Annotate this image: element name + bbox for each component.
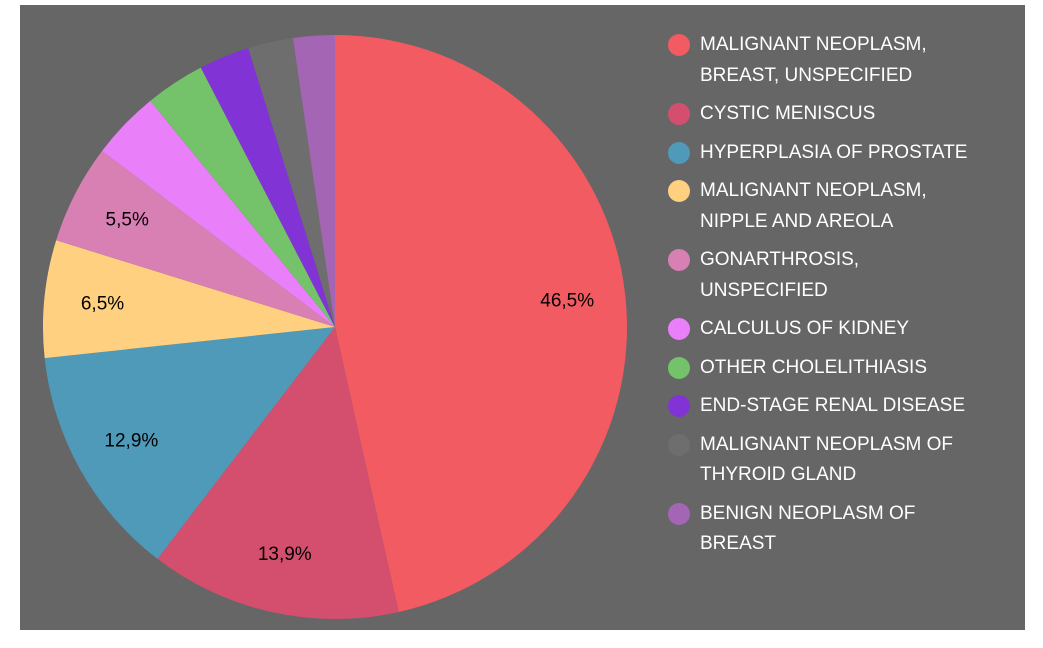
pie-slice [335,35,628,612]
slice-label: 6,5% [81,293,124,314]
legend-item: CALCULUS OF KIDNEY [668,314,998,345]
slice-label: 46,5% [540,290,594,311]
slice-label: 5,5% [106,209,149,230]
pie-slice [200,48,335,327]
legend-swatch [668,395,690,417]
legend-item: GONARTHROSIS, UNSPECIFIED [668,245,998,306]
legend-swatch [668,356,690,379]
legend-swatch [668,502,690,525]
legend-label: GONARTHROSIS, UNSPECIFIED [700,249,860,301]
legend-label: CALCULUS OF KIDNEY [700,318,910,339]
legend-swatch [668,141,690,164]
legend-label: END-STAGE RENAL DISEASE [700,395,966,416]
legend-item: HYPERPLASIA OF PROSTATE [668,138,998,169]
legend-label: OTHER CHOLELITHIASIS [700,356,927,378]
legend-swatch [668,180,690,202]
pie-slice [157,327,399,619]
pie-slice [43,240,336,359]
legend-item: MALIGNANT NEOPLASM OF THYROID GLAND [668,430,998,491]
pie-slice [248,38,335,328]
legend-swatch [668,249,690,271]
pie-slice [292,35,335,327]
legend-label: MALIGNANT NEOPLASM, NIPPLE AND AREOLA [700,180,927,232]
legend: MALIGNANT NEOPLASM, BREAST, UNSPECIFIED C… [668,30,998,568]
slice-label: 13,9% [258,544,312,565]
slice-label: 12,9% [104,430,158,451]
legend-item: OTHER CHOLELITHIASIS [668,353,998,384]
legend-item: END-STAGE RENAL DISEASE [668,391,998,422]
pie-slice [102,100,335,327]
legend-swatch [668,433,690,456]
legend-label: MALIGNANT NEOPLASM, BREAST, UNSPECIFIED [700,34,927,86]
legend-item: MALIGNANT NEOPLASM, BREAST, UNSPECIFIED [668,30,998,91]
legend-item: BENIGN NEOPLASM OF BREAST [668,499,998,560]
legend-swatch [668,103,690,125]
legend-label: BENIGN NEOPLASM OF BREAST [700,502,916,555]
legend-swatch [668,34,690,56]
legend-swatch [668,318,690,340]
pie-slice [44,327,335,559]
pie-slice [56,150,335,327]
pie-slice [150,67,335,327]
legend-label: MALIGNANT NEOPLASM OF THYROID GLAND [700,433,954,486]
legend-label: CYSTIC MENISCUS [700,103,876,124]
legend-item: MALIGNANT NEOPLASM, NIPPLE AND AREOLA [668,176,998,237]
legend-label: HYPERPLASIA OF PROSTATE [700,141,968,163]
legend-item: CYSTIC MENISCUS [668,99,998,130]
